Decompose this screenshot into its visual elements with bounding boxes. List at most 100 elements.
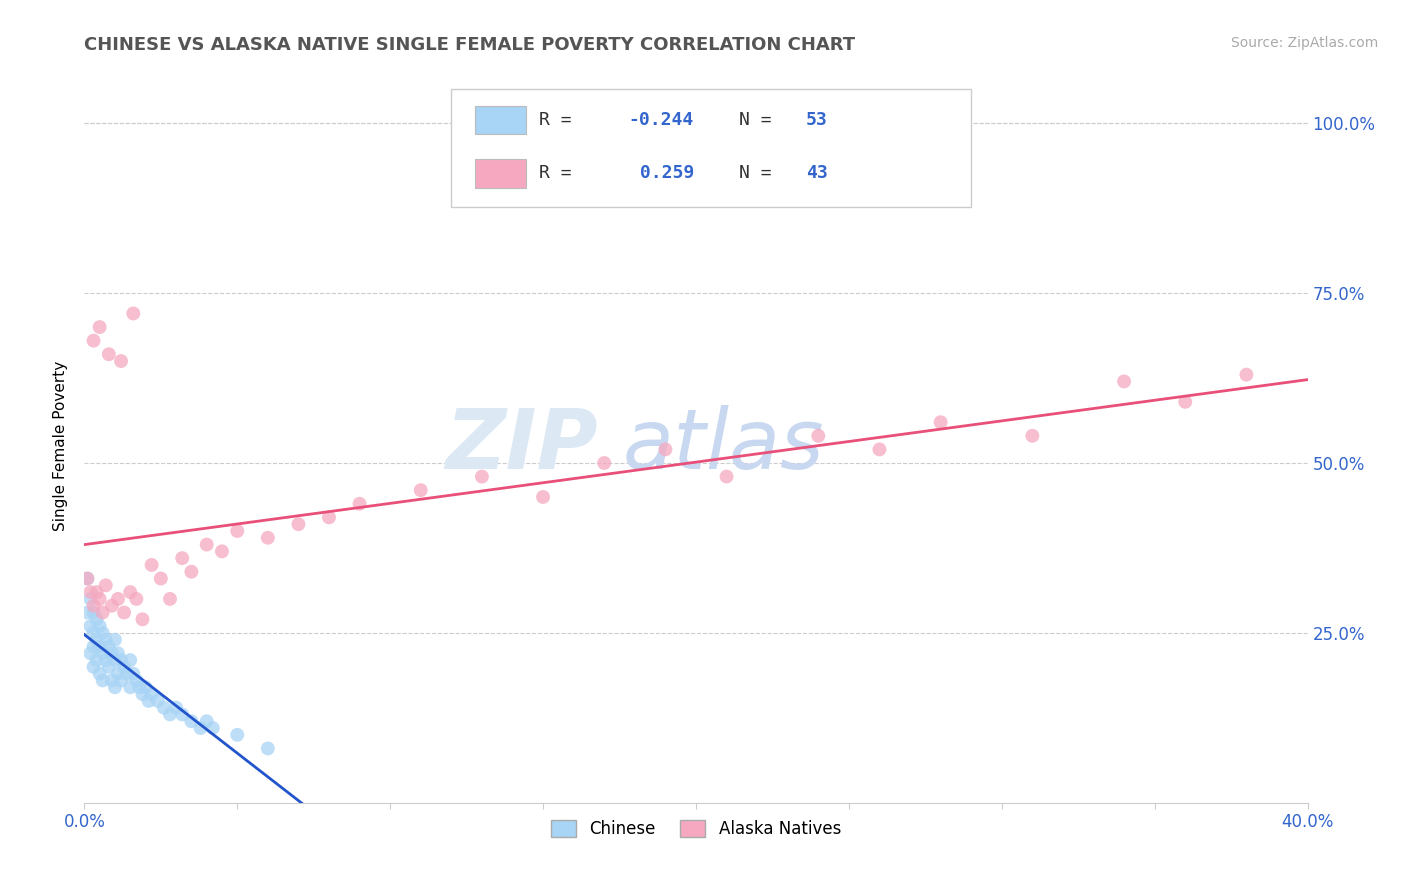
Point bbox=[180, 714, 202, 729]
Point bbox=[131, 687, 153, 701]
Point bbox=[89, 619, 111, 633]
Point bbox=[86, 612, 108, 626]
Text: Source: ZipAtlas.com: Source: ZipAtlas.com bbox=[1230, 36, 1378, 50]
Point bbox=[83, 640, 105, 654]
Point bbox=[76, 572, 98, 586]
Point bbox=[110, 653, 132, 667]
Point bbox=[97, 640, 120, 654]
Text: R =: R = bbox=[540, 111, 583, 128]
Point bbox=[120, 585, 142, 599]
Point bbox=[83, 606, 105, 620]
Point bbox=[86, 585, 108, 599]
Point bbox=[110, 673, 132, 688]
Text: N =: N = bbox=[738, 111, 782, 128]
Point bbox=[76, 572, 98, 586]
Text: N =: N = bbox=[738, 164, 782, 182]
Point bbox=[86, 632, 108, 647]
Point bbox=[122, 306, 145, 320]
Point bbox=[159, 591, 181, 606]
Point bbox=[471, 469, 494, 483]
Text: -0.244: -0.244 bbox=[628, 111, 695, 128]
Point bbox=[190, 721, 212, 735]
Point bbox=[135, 680, 157, 694]
Point bbox=[195, 714, 218, 729]
Point bbox=[654, 442, 676, 457]
Point bbox=[115, 666, 138, 681]
Point bbox=[83, 334, 105, 348]
Text: CHINESE VS ALASKA NATIVE SINGLE FEMALE POVERTY CORRELATION CHART: CHINESE VS ALASKA NATIVE SINGLE FEMALE P… bbox=[84, 36, 855, 54]
Point bbox=[91, 606, 114, 620]
FancyBboxPatch shape bbox=[475, 159, 526, 187]
Point bbox=[1021, 429, 1043, 443]
Point bbox=[79, 591, 101, 606]
Point bbox=[101, 646, 124, 660]
Point bbox=[110, 354, 132, 368]
Point bbox=[76, 606, 98, 620]
Point bbox=[1174, 394, 1197, 409]
Point bbox=[172, 551, 194, 566]
Point bbox=[153, 700, 176, 714]
Point bbox=[89, 591, 111, 606]
Point bbox=[107, 666, 129, 681]
Point bbox=[125, 591, 148, 606]
Point bbox=[593, 456, 616, 470]
Point bbox=[107, 591, 129, 606]
Point bbox=[409, 483, 432, 498]
Point bbox=[149, 572, 172, 586]
Point bbox=[349, 497, 371, 511]
FancyBboxPatch shape bbox=[475, 105, 526, 134]
Point bbox=[104, 632, 127, 647]
Point bbox=[138, 694, 160, 708]
Point bbox=[79, 585, 101, 599]
Point bbox=[97, 660, 120, 674]
Point bbox=[201, 721, 224, 735]
Text: atlas: atlas bbox=[623, 406, 824, 486]
Legend: Chinese, Alaska Natives: Chinese, Alaska Natives bbox=[544, 813, 848, 845]
Point bbox=[120, 653, 142, 667]
Point bbox=[716, 469, 738, 483]
Point bbox=[318, 510, 340, 524]
Point bbox=[131, 612, 153, 626]
Point bbox=[159, 707, 181, 722]
Point bbox=[869, 442, 891, 457]
Point bbox=[165, 700, 187, 714]
Point bbox=[86, 653, 108, 667]
Point bbox=[89, 320, 111, 334]
Text: 0.259: 0.259 bbox=[628, 164, 695, 182]
Point bbox=[94, 578, 117, 592]
FancyBboxPatch shape bbox=[451, 89, 972, 207]
Point bbox=[1236, 368, 1258, 382]
Point bbox=[226, 728, 249, 742]
Point bbox=[83, 599, 105, 613]
Point bbox=[172, 707, 194, 722]
Point bbox=[94, 653, 117, 667]
Point bbox=[89, 666, 111, 681]
Point bbox=[180, 565, 202, 579]
Point bbox=[226, 524, 249, 538]
Point bbox=[91, 673, 114, 688]
Point bbox=[112, 660, 135, 674]
Point bbox=[122, 666, 145, 681]
Text: 53: 53 bbox=[806, 111, 828, 128]
Point bbox=[101, 673, 124, 688]
Point bbox=[1114, 375, 1136, 389]
Point bbox=[79, 619, 101, 633]
Point bbox=[104, 653, 127, 667]
Point bbox=[141, 687, 163, 701]
Point bbox=[91, 626, 114, 640]
Point bbox=[211, 544, 233, 558]
Text: ZIP: ZIP bbox=[446, 406, 598, 486]
Text: R =: R = bbox=[540, 164, 593, 182]
Point bbox=[146, 694, 169, 708]
Point bbox=[257, 741, 280, 756]
Point bbox=[120, 680, 142, 694]
Point bbox=[97, 347, 120, 361]
Point bbox=[141, 558, 163, 572]
Point bbox=[531, 490, 554, 504]
Text: 43: 43 bbox=[806, 164, 828, 182]
Point bbox=[94, 632, 117, 647]
Point bbox=[107, 646, 129, 660]
Point bbox=[125, 673, 148, 688]
Point bbox=[83, 660, 105, 674]
Point bbox=[257, 531, 280, 545]
